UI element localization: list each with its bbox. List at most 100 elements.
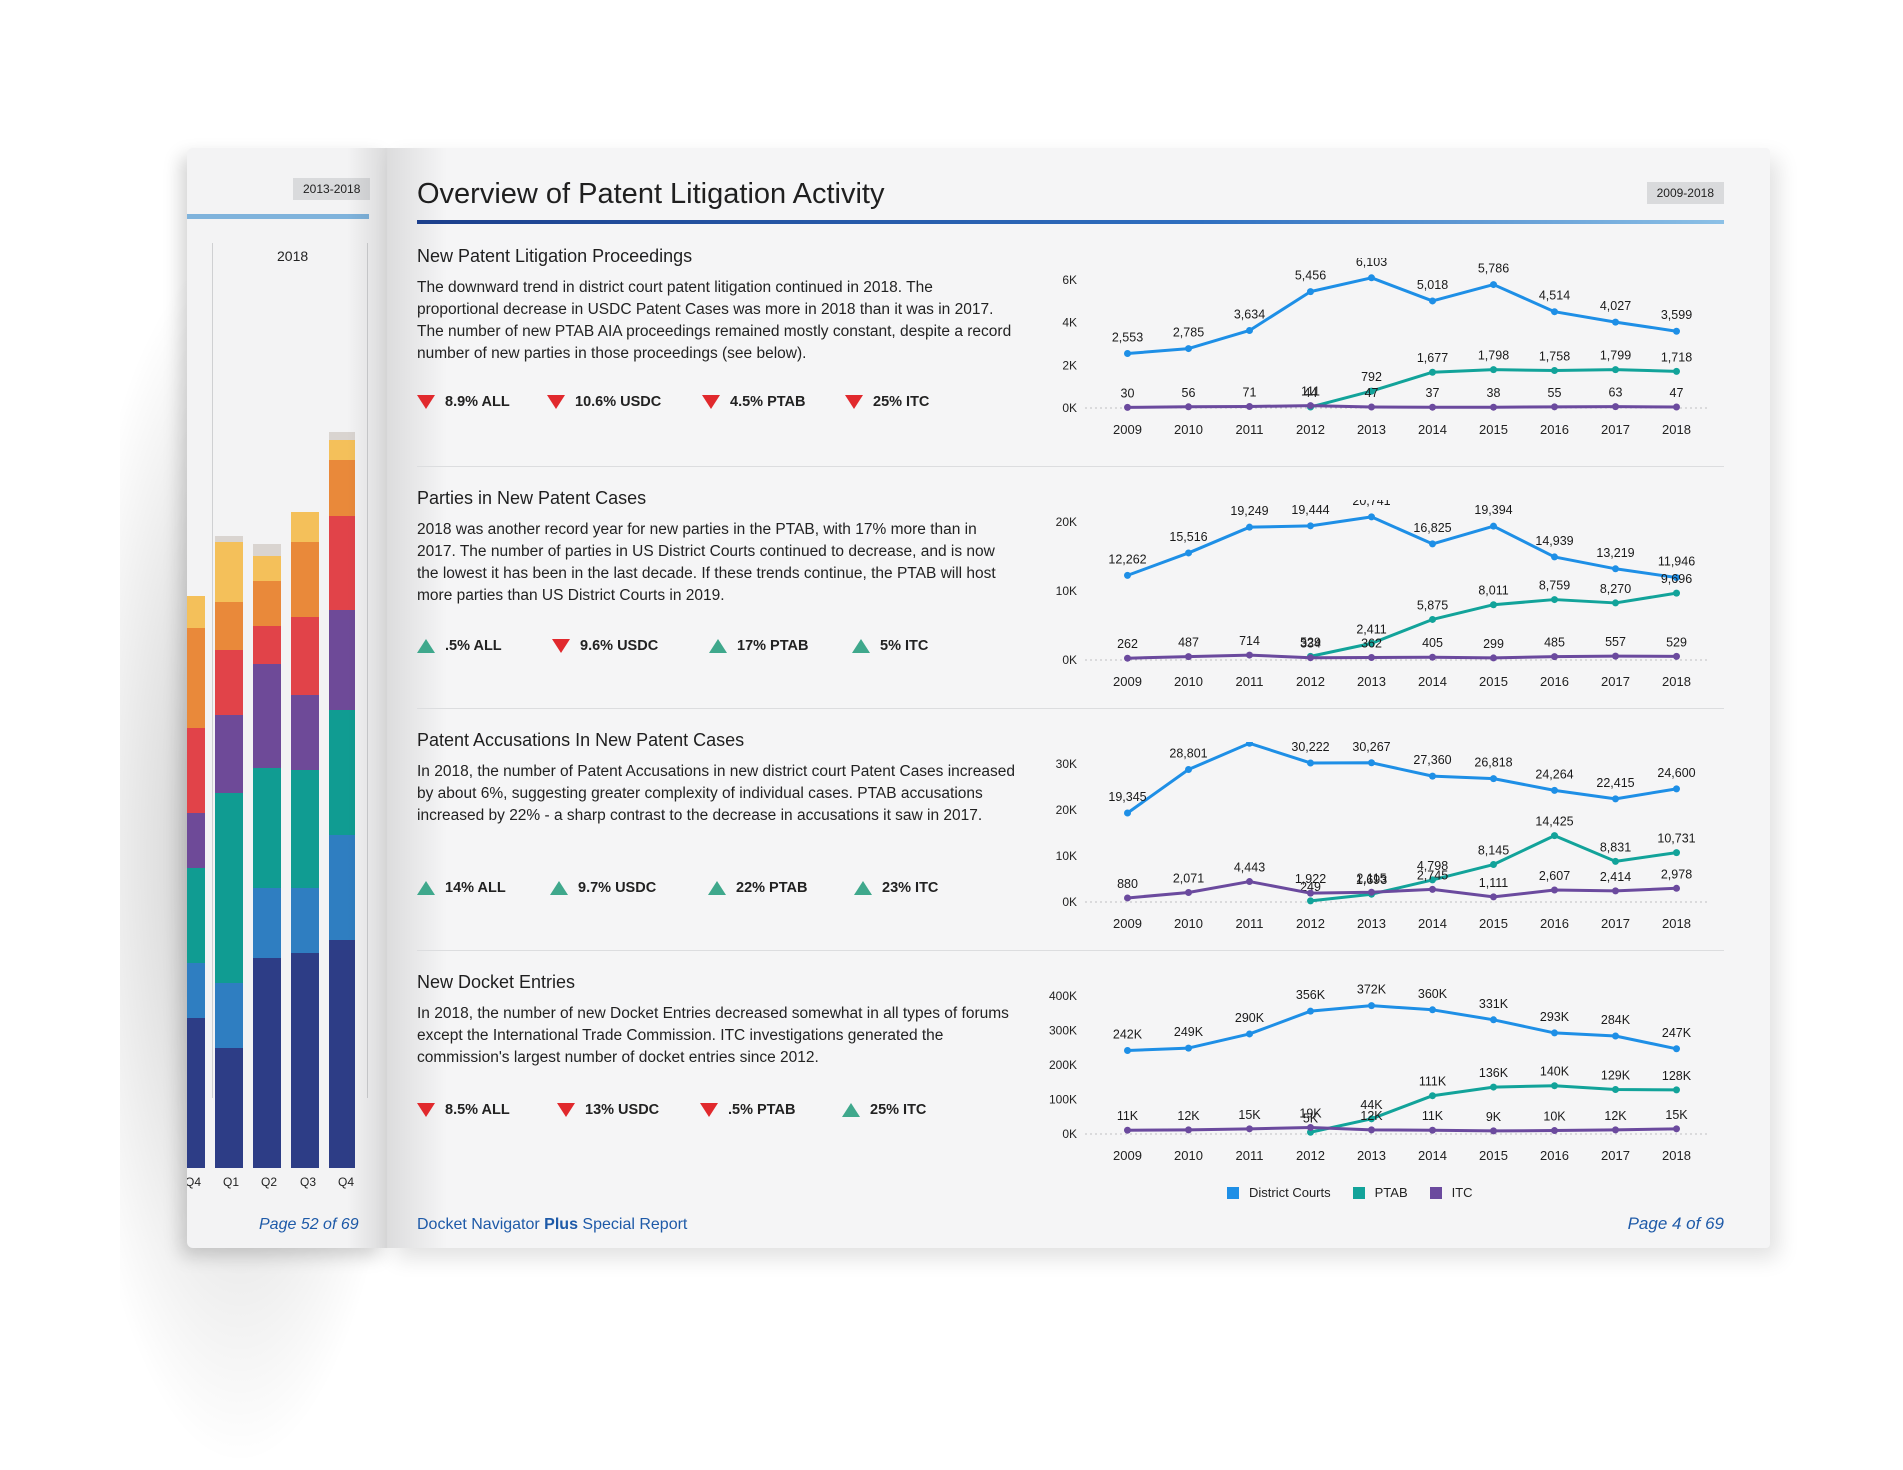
stat-text: 13% USDC	[585, 1102, 660, 1118]
data-label: 2,745	[1417, 868, 1448, 882]
data-label: 334	[1300, 637, 1321, 651]
data-point	[1246, 402, 1253, 410]
data-label: 10,731	[1657, 832, 1695, 846]
section-body: The downward trend in district court pat…	[417, 279, 1012, 362]
bar-segment	[329, 710, 355, 835]
bar-segment	[329, 835, 355, 940]
data-point	[1185, 345, 1192, 353]
x-tick-label: 2014	[1418, 422, 1447, 437]
y-tick-label: 4K	[1062, 316, 1077, 330]
data-point	[1612, 366, 1619, 374]
data-label: 9,696	[1661, 572, 1692, 586]
data-point	[1185, 1044, 1192, 1052]
data-point	[1612, 795, 1619, 803]
data-label: 140K	[1540, 1065, 1570, 1079]
data-point	[1124, 654, 1131, 662]
trend-up-icon	[417, 639, 435, 653]
data-point	[1612, 403, 1619, 411]
data-point	[1490, 775, 1497, 783]
stat-text: 4.5% PTAB	[730, 394, 806, 410]
y-tick-label: 20K	[1056, 803, 1077, 817]
data-label: 27,360	[1413, 753, 1451, 767]
data-label: 2,115	[1356, 871, 1386, 885]
series-line	[1126, 515, 1677, 580]
data-point	[1673, 1045, 1680, 1053]
bar-segment	[215, 715, 243, 793]
trend-up-icon	[852, 639, 870, 653]
quarter-label: Q4	[187, 1175, 202, 1189]
data-point	[1551, 403, 1558, 411]
stat-text: 25% ITC	[870, 1102, 927, 1118]
x-tick-label: 2012	[1296, 916, 1325, 931]
data-point	[1490, 861, 1497, 869]
series-line	[1126, 742, 1677, 815]
stat-usdc: 10.6% USDC	[547, 394, 702, 410]
x-tick-label: 2012	[1296, 674, 1325, 689]
data-label: 5K	[1303, 1111, 1319, 1125]
legend-swatch	[1227, 1186, 1239, 1199]
data-point	[1368, 759, 1375, 767]
data-label: 16,825	[1413, 521, 1451, 535]
data-label: 37	[1426, 386, 1440, 400]
legend-item: ITC	[1429, 1185, 1473, 1200]
x-tick-label: 2013	[1357, 1148, 1386, 1163]
y-tick-label: 6K	[1062, 273, 1077, 287]
data-point	[1673, 327, 1680, 335]
left-grid-line	[367, 243, 368, 1098]
data-label: 2,607	[1539, 869, 1570, 883]
data-label: 15K	[1238, 1108, 1261, 1122]
trend-up-icon	[550, 881, 568, 895]
data-point	[1673, 574, 1680, 582]
data-point	[1368, 888, 1375, 896]
data-label: 71	[1243, 385, 1257, 399]
data-point	[1490, 601, 1497, 609]
data-label: 12,262	[1108, 552, 1146, 566]
x-tick-label: 2009	[1113, 422, 1142, 437]
y-tick-label: 20K	[1056, 515, 1077, 529]
data-point	[1307, 1128, 1314, 1136]
data-label: 2,553	[1112, 331, 1143, 345]
data-label: 1,758	[1539, 349, 1570, 363]
quarter-label: Q3	[300, 1175, 317, 1189]
stat-all: 8.5% ALL	[417, 1102, 557, 1118]
data-label: 30,222	[1291, 742, 1329, 754]
data-label: 28,801	[1169, 747, 1207, 761]
data-point	[1429, 1126, 1436, 1134]
data-label: 14,939	[1535, 534, 1573, 548]
bar-segment	[215, 542, 243, 602]
quarter-label: Q2	[261, 1175, 278, 1189]
data-point	[1612, 565, 1619, 573]
left-year-label: 2018	[277, 248, 309, 264]
data-point	[1124, 1047, 1131, 1055]
section-accusations: Patent Accusations In New Patent Cases I…	[417, 730, 1017, 896]
data-label: 284K	[1601, 1013, 1631, 1027]
bar-segment	[215, 793, 243, 983]
data-label: 262	[1117, 637, 1138, 651]
legend-item: District Courts	[1227, 1185, 1331, 1200]
data-label: 19,249	[1230, 504, 1268, 518]
bar-segment	[187, 963, 205, 1018]
left-page-number: Page 52 of 69	[259, 1216, 359, 1233]
bar-segment	[291, 617, 319, 695]
data-label: 47	[1365, 386, 1379, 400]
x-tick-label: 2017	[1601, 422, 1630, 437]
data-label: 24,264	[1535, 767, 1573, 781]
data-point	[1124, 894, 1131, 902]
title-rule	[417, 220, 1724, 224]
data-point	[1429, 615, 1436, 623]
data-label: 30,267	[1352, 742, 1390, 754]
trend-up-icon	[417, 881, 435, 895]
section-docket-entries: New Docket Entries In 2018, the number o…	[417, 972, 1017, 1118]
data-label: 529	[1666, 635, 1687, 649]
section-body: 2018 was another record year for new par…	[417, 521, 996, 604]
data-label: 55	[1548, 386, 1562, 400]
data-point	[1551, 596, 1558, 604]
x-tick-label: 2016	[1540, 1148, 1569, 1163]
bar-segment	[253, 556, 281, 581]
data-point	[1368, 1126, 1375, 1134]
bar-segment	[291, 542, 319, 617]
data-point	[1368, 403, 1375, 411]
trend-down-icon	[417, 395, 435, 409]
y-tick-label: 0K	[1062, 401, 1077, 415]
data-point	[1673, 589, 1680, 597]
